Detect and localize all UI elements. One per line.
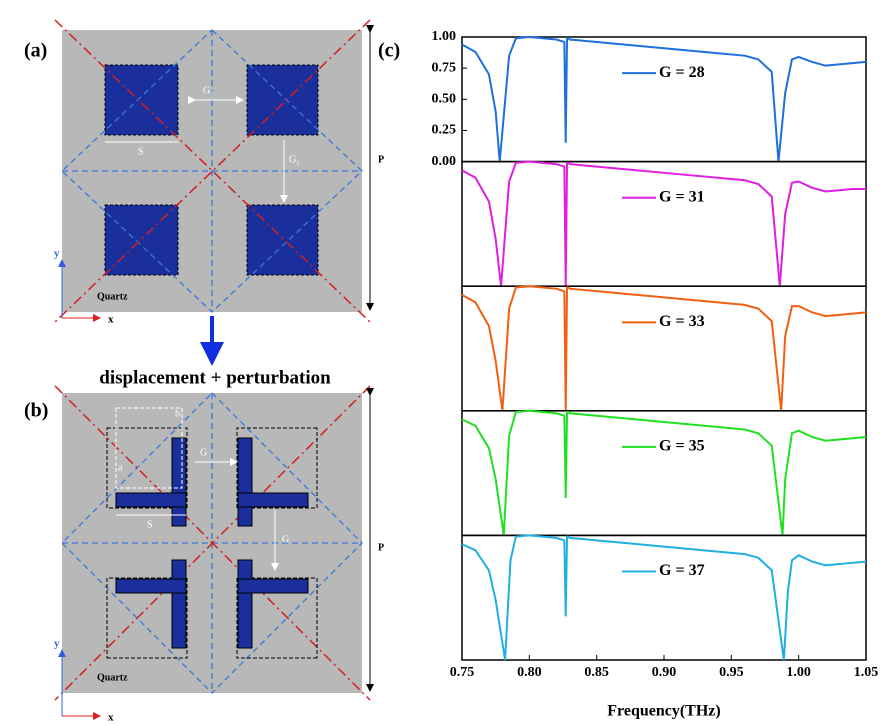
legend-label: G = 31 <box>659 188 705 205</box>
gap-label: G₁ <box>289 154 300 165</box>
legend-label: G = 35 <box>659 438 705 455</box>
series-line <box>462 37 866 162</box>
plot-frame <box>462 535 866 660</box>
x-tick-label: 0.95 <box>719 665 744 680</box>
plot-frame <box>462 411 866 536</box>
legend-label: G = 28 <box>659 64 705 81</box>
panel-label: (c) <box>378 40 400 62</box>
gap-label: G <box>282 534 289 545</box>
y-tick-label: 0.25 <box>432 123 457 138</box>
side-label: S <box>147 519 153 530</box>
y-tick-label: 0.75 <box>432 60 457 75</box>
plot-frame <box>462 162 866 287</box>
x-tick-label: 1.05 <box>854 665 879 680</box>
side-label: S <box>138 146 144 157</box>
panel-label: (b) <box>24 400 48 422</box>
axis-label: x <box>108 712 114 724</box>
arm-label: a <box>118 462 123 473</box>
plot-frame <box>462 37 866 162</box>
series-line <box>462 535 866 660</box>
legend-label: G = 37 <box>659 562 705 579</box>
x-tick-label: 0.80 <box>517 665 542 680</box>
period-label: P <box>378 154 384 165</box>
panel-a: G₁ G₁ S P Quartz x y <box>54 20 384 326</box>
gap-label: G <box>200 447 207 458</box>
x-tick-label: 0.75 <box>450 665 475 680</box>
series-line <box>462 286 866 411</box>
x-tick-label: 0.90 <box>652 665 677 680</box>
axis-label: y <box>54 248 60 260</box>
axis-label: x <box>108 314 114 326</box>
axis-label: y <box>54 638 60 650</box>
transition-label: displacement + perturbation <box>99 367 331 388</box>
x-tick-label: 1.00 <box>786 665 811 680</box>
panel-b: G G S a b P Quartz x y <box>54 386 384 724</box>
y-tick-label: 0.50 <box>432 92 457 107</box>
legend-label: G = 33 <box>659 313 705 330</box>
substrate-label: Quartz <box>97 291 128 302</box>
series-line <box>462 162 866 287</box>
y-tick-label: 0.00 <box>432 154 457 169</box>
page: { "panel_labels": ["(a)", "(b)", "(c)"],… <box>0 0 889 726</box>
figure: G₁ G₁ S P Quartz x y displacement + pert… <box>0 0 889 726</box>
y-tick-label: 1.00 <box>432 29 457 44</box>
gap-label: G₁ <box>203 85 214 96</box>
panel-label: (a) <box>24 40 47 62</box>
substrate-label: Quartz <box>97 672 128 683</box>
plot-frame <box>462 286 866 411</box>
x-axis-label: Frequency(THz) <box>607 703 720 720</box>
arm-label: b <box>175 408 180 419</box>
x-tick-label: 0.85 <box>584 665 609 680</box>
period-label: P <box>378 542 384 553</box>
series-line <box>462 411 866 536</box>
